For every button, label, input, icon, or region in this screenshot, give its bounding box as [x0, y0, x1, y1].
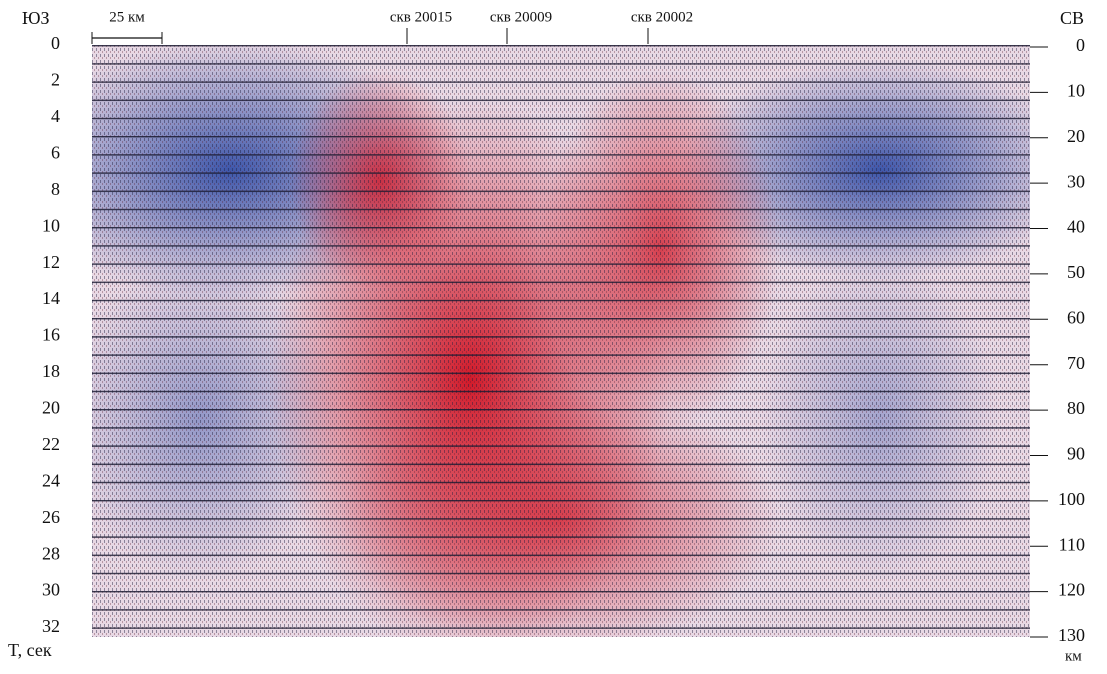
right-tick-label: 20 [1067, 126, 1085, 146]
seismic-section [92, 45, 1030, 637]
left-tick-label: 8 [51, 179, 60, 199]
right-tick-label: 10 [1067, 81, 1085, 101]
scale-label: 25 км [109, 9, 145, 25]
right-axis-label: км [1065, 648, 1082, 664]
left-tick-label: 24 [42, 470, 60, 490]
right-tick-label: 0 [1076, 35, 1085, 55]
right-tick-label: 40 [1067, 217, 1085, 237]
right-tick-label: 110 [1059, 534, 1085, 554]
right-tick-label: 60 [1067, 307, 1085, 327]
left-tick-label: 4 [51, 106, 60, 126]
left-tick-label: 22 [42, 434, 60, 454]
right-tick-label: 120 [1058, 580, 1085, 600]
well-label: скв 20002 [631, 9, 693, 25]
left-tick-label: 18 [42, 361, 60, 381]
left-axis-label: T, сек [8, 640, 52, 660]
right-tick-label: 80 [1067, 398, 1085, 418]
left-tick-label: 32 [42, 616, 60, 636]
right-tick-label: 50 [1067, 262, 1085, 282]
left-tick-label: 16 [42, 325, 60, 345]
right-tick-label: 100 [1058, 489, 1085, 509]
left-tick-label: 6 [51, 142, 60, 162]
left-tick-label: 0 [51, 33, 60, 53]
right-tick-label: 130 [1058, 625, 1085, 645]
left-tick-label: 2 [51, 70, 60, 90]
left-tick-label: 30 [42, 580, 60, 600]
left-tick-label: 10 [42, 215, 60, 235]
left-tick-label: 12 [42, 252, 60, 272]
right-tick-label: 70 [1067, 353, 1085, 373]
left-tick-label: 26 [42, 507, 60, 527]
right-tick-label: 90 [1067, 444, 1085, 464]
well-label: скв 20009 [490, 9, 552, 25]
corner-label: ЮЗ [22, 8, 50, 28]
right-tick-label: 30 [1067, 171, 1085, 191]
left-tick-label: 14 [42, 288, 60, 308]
corner-label: СВ [1060, 8, 1084, 28]
well-label: скв 20015 [390, 9, 452, 25]
left-tick-label: 20 [42, 398, 60, 418]
left-tick-label: 28 [42, 543, 60, 563]
